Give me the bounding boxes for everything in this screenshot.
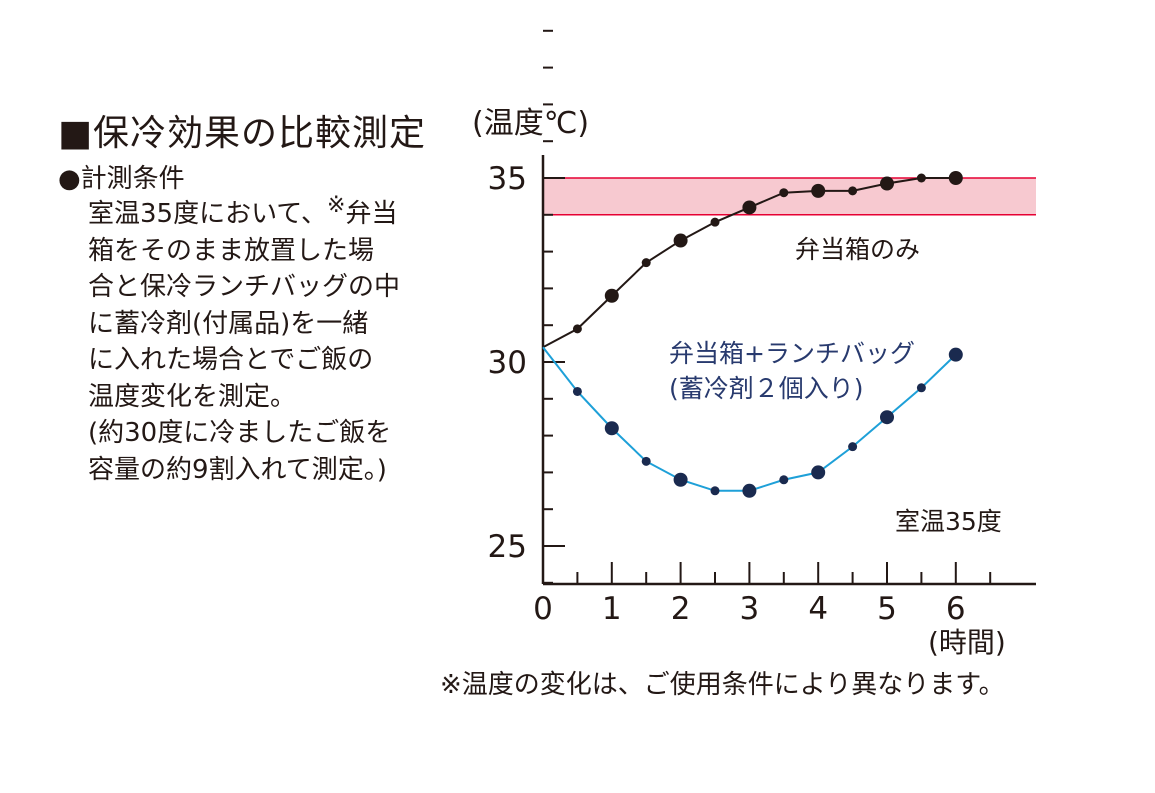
series-label-bento-bag-line2: (蓄冷剤２個入り) xyxy=(669,374,864,403)
description-line: 箱をそのまま放置した場 xyxy=(88,235,375,266)
x-tick-label: 6 xyxy=(946,591,966,627)
room-temp-annotation: 室温35度 xyxy=(895,507,1002,536)
y-tick-label: 35 xyxy=(488,161,527,197)
description-line: 温度変化を測定。 xyxy=(88,381,297,412)
footnote: ※温度の変化は、ご使用条件により異なります。 xyxy=(440,670,1005,700)
x-tick-label: 0 xyxy=(533,591,553,627)
y-tick-label: 30 xyxy=(488,345,527,381)
point-bento-only xyxy=(673,233,688,248)
y-tick-label: 25 xyxy=(488,529,527,565)
point-bento-only xyxy=(880,176,894,191)
conditions-description: 室温35度において、※弁当 箱をそのまま放置した場 合と保冷ランチバッグの中 に… xyxy=(88,193,458,488)
point-bento-bag xyxy=(742,483,757,498)
chart-heading: ■保冷効果の比較測定 xyxy=(58,113,427,154)
y-axis-label: (温度℃) xyxy=(472,106,589,141)
description-line: 合と保冷ランチバッグの中 xyxy=(88,272,401,302)
point-bento-only xyxy=(779,188,789,198)
point-bento-bag xyxy=(848,442,858,452)
series-label-bento-bag: 弁当箱+ランチバッグ xyxy=(669,339,915,368)
point-bento-only xyxy=(710,217,720,227)
point-bento-bag xyxy=(880,410,894,425)
target-band xyxy=(543,178,1036,215)
x-tick-label: 4 xyxy=(808,591,828,627)
description-line: に蓄冷剤(付属品)を一緒 xyxy=(88,308,369,339)
x-tick-label: 2 xyxy=(671,591,691,627)
point-bento-bag xyxy=(811,465,826,480)
footnote-mark: ※ xyxy=(327,193,346,218)
point-bento-only xyxy=(572,324,582,334)
point-bento-bag xyxy=(641,456,651,466)
description-line: (約30度に冷ましたご飯を xyxy=(88,418,392,448)
description-line: 容量の約9割入れて測定。) xyxy=(88,454,387,485)
point-bento-only xyxy=(848,186,858,196)
point-bento-bag xyxy=(572,386,582,396)
point-bento-bag xyxy=(673,472,688,487)
series-line-bento-bag xyxy=(542,346,957,492)
x-tick-label: 5 xyxy=(877,591,897,627)
point-bento-only xyxy=(641,258,651,268)
x-tick-label: 1 xyxy=(602,591,622,627)
point-bento-only xyxy=(811,183,826,198)
point-bento-bag xyxy=(948,347,963,362)
point-bento-bag xyxy=(710,486,720,496)
point-bento-only xyxy=(742,200,757,215)
x-axis-label: (時間) xyxy=(928,626,1006,659)
point-bento-bag xyxy=(779,475,789,485)
x-tick-label: 3 xyxy=(740,591,760,627)
point-bento-only xyxy=(604,288,619,303)
conditions-title: ●計測条件 xyxy=(58,164,185,194)
point-bento-only xyxy=(916,173,926,183)
point-bento-only xyxy=(948,171,963,185)
description-line: 室温35度において、※弁当 xyxy=(88,193,398,230)
description-line: に入れた場合とでご飯の xyxy=(88,345,374,375)
point-bento-bag xyxy=(916,383,926,393)
series-label-bento-only: 弁当箱のみ xyxy=(795,235,920,264)
point-bento-bag xyxy=(604,421,619,436)
